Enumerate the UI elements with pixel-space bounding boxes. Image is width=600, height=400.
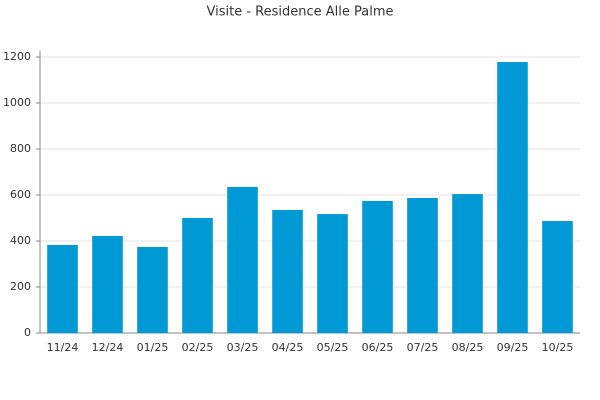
x-tick-label: 03/25: [227, 341, 259, 354]
chart-title: Visite - Residence Alle Palme: [207, 5, 394, 20]
bar: [452, 194, 483, 333]
y-tick-label: 1200: [3, 50, 31, 63]
x-tick-label: 12/24: [92, 341, 124, 354]
x-tick-label: 04/25: [272, 341, 304, 354]
bar: [47, 244, 78, 333]
y-tick-label: 200: [10, 280, 31, 293]
x-tick-label: 05/25: [317, 341, 349, 354]
x-tick-label: 08/25: [452, 341, 484, 354]
bar: [182, 218, 213, 333]
x-tick-label: 09/25: [497, 341, 529, 354]
bar: [92, 235, 123, 333]
bar: [542, 220, 573, 333]
x-tick-label: 07/25: [407, 341, 439, 354]
y-tick-label: 400: [10, 234, 31, 247]
bar: [317, 214, 348, 333]
bar: [272, 209, 303, 333]
x-tick-label: 06/25: [362, 341, 394, 354]
x-tick-label: 01/25: [137, 341, 169, 354]
x-tick-label: 11/24: [47, 341, 79, 354]
bar: [497, 62, 528, 334]
x-tick-label: 10/25: [542, 341, 574, 354]
x-tick-label: 02/25: [182, 341, 214, 354]
y-tick-label: 1000: [3, 96, 31, 109]
y-tick-label: 0: [24, 326, 31, 339]
bar: [227, 186, 258, 333]
bar: [362, 200, 393, 333]
y-tick-label: 600: [10, 188, 31, 201]
y-tick-label: 800: [10, 142, 31, 155]
bar: [137, 246, 168, 333]
bar: [407, 197, 438, 333]
